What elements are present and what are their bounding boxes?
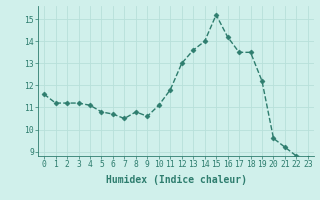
X-axis label: Humidex (Indice chaleur): Humidex (Indice chaleur) — [106, 175, 246, 185]
